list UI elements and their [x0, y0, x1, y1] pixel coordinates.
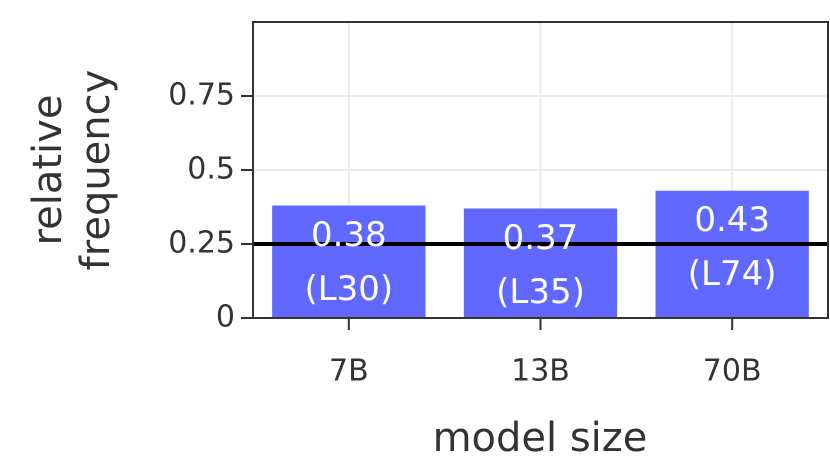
y-axis-title: frequency — [73, 70, 119, 271]
bar-label: (L30) — [304, 269, 393, 309]
x-tick-label: 7B — [329, 354, 369, 389]
x-tick-label: 70B — [703, 354, 762, 389]
x-axis-title: model size — [433, 415, 648, 461]
value-label: 0.43 — [694, 200, 770, 240]
value-label: 0.38 — [311, 215, 387, 255]
y-tick-label: 0.75 — [168, 78, 235, 113]
y-tick-label: 0 — [216, 300, 235, 335]
plot-border — [252, 21, 829, 319]
y-tick-label: 0.5 — [187, 152, 235, 187]
x-tick-label: 13B — [511, 354, 570, 389]
value-label: 0.37 — [503, 218, 579, 258]
bar — [272, 205, 426, 318]
bar-label: (L35) — [496, 272, 585, 312]
bar — [655, 190, 809, 318]
y-tick-label: 0.25 — [168, 226, 235, 261]
y-axis-title: relative — [25, 95, 71, 246]
bar-label: (L74) — [688, 254, 777, 294]
bar — [463, 208, 618, 318]
